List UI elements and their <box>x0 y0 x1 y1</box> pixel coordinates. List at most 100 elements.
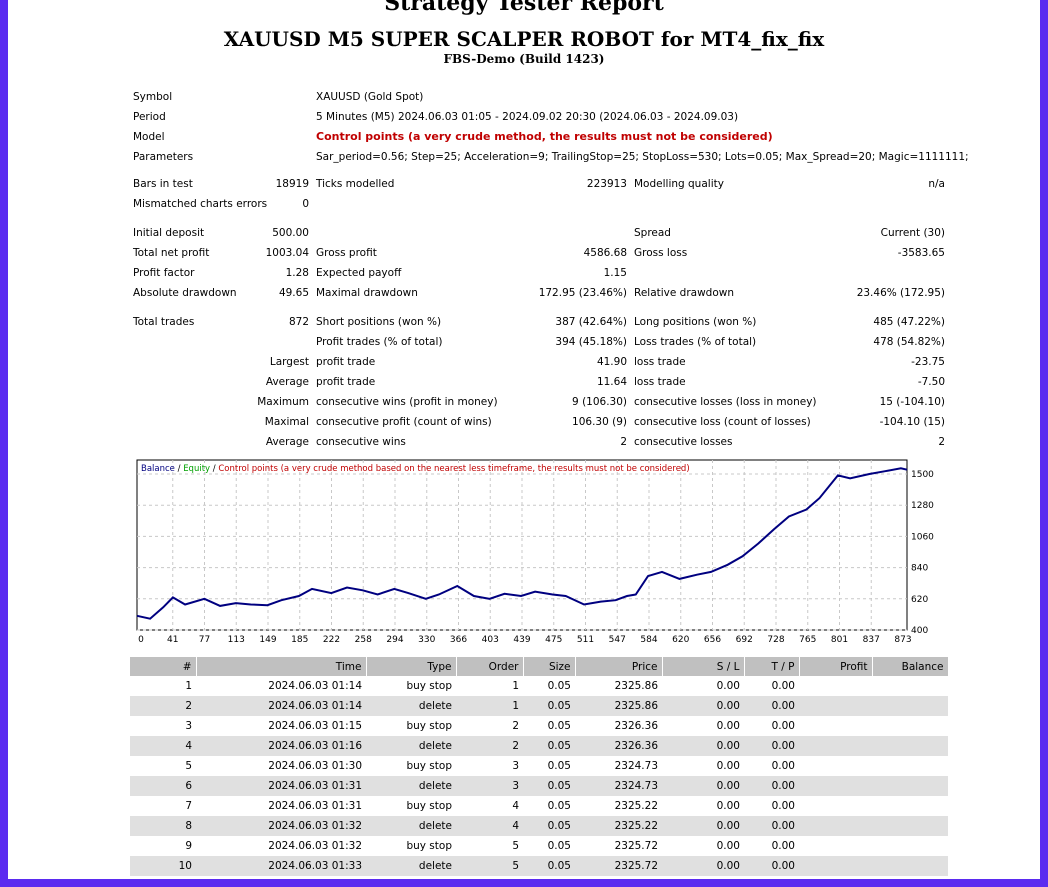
period-value: 5 Minutes (M5) 2024.06.03 01:05 - 2024.0… <box>316 111 739 123</box>
cell-size: 0.05 <box>523 696 575 716</box>
col-header-balance: Balance <box>872 657 949 676</box>
max-cons-wins-value: 9 (106.30) <box>572 396 627 408</box>
cell-number: 6 <box>130 776 196 796</box>
maximal-loss-value: -104.10 (15) <box>879 416 945 428</box>
cell-type: buy stop <box>406 840 452 852</box>
cell-time: 2024.06.03 01:32 <box>268 840 362 852</box>
cell-profit <box>799 756 872 776</box>
cell-size: 0.05 <box>523 816 575 836</box>
avg-cons-wins-label: consecutive wins <box>316 436 406 448</box>
cell-sl: 0.00 <box>662 816 744 836</box>
cell-balance <box>872 716 948 736</box>
y-tick-label: 620 <box>911 595 928 605</box>
col-header-profit: Profit <box>799 657 873 676</box>
balance-chart: 0 41 77 113 149 185 222 258 294 330 366 403 439 475 51… <box>136 459 934 645</box>
x-tick-label: 765 <box>799 635 816 645</box>
cell-tp: 0.00 <box>744 816 799 836</box>
table-row: 9 2024.06.03 01:32 buy stop 5 0.05 2325.72 0.0… <box>130 836 948 856</box>
cell-order: 5 <box>512 840 519 852</box>
col-header-size: Size <box>523 657 576 676</box>
cell-size: 0.05 <box>523 856 575 876</box>
deposit-label: Initial deposit <box>133 227 205 239</box>
mismatch-value: 0 <box>302 198 309 210</box>
cell-tp: 0.00 <box>744 696 799 716</box>
parameters-label: Parameters <box>133 151 194 163</box>
profit-factor-value: 1.28 <box>285 267 309 279</box>
avg-cons-losses-value: 2 <box>938 436 945 448</box>
cell-sl: 0.00 <box>716 680 740 692</box>
cell-time: 2024.06.03 01:14 <box>196 696 366 716</box>
cell-profit <box>799 736 872 756</box>
x-tick-label: 258 <box>355 635 372 645</box>
short-label: Short positions (won %) <box>316 316 442 328</box>
long-label: Long positions (won %) <box>634 316 757 328</box>
cell-price: 2325.86 <box>575 696 662 716</box>
gross-profit-label: Gross profit <box>316 247 377 259</box>
col-header-price: Price <box>575 657 663 676</box>
cell-price: 2324.73 <box>614 760 658 772</box>
cell-type: delete <box>366 696 456 716</box>
cell-order: 4 <box>456 816 523 836</box>
rel-dd-value: 23.46% (172.95) <box>856 287 945 299</box>
max-cons-losses-value: 15 (-104.10) <box>879 396 945 408</box>
cell-time: 2024.06.03 01:33 <box>196 856 366 876</box>
x-tick-label: 77 <box>199 635 210 645</box>
cell-number: 10 <box>130 856 196 876</box>
profit-trades-value: 394 (45.18%) <box>555 336 627 348</box>
table-row: 1 2024.06.03 01:14 buy stop 1 0.05 2325.86 0.0… <box>130 676 948 696</box>
x-tick-label: 366 <box>450 635 467 645</box>
chart-legend: Balance / Equity / Control points (a ver… <box>141 464 690 474</box>
cell-number: 4 <box>130 736 196 756</box>
quality-value: n/a <box>928 178 945 190</box>
mismatch-label: Mismatched charts errors <box>133 198 268 210</box>
cell-profit <box>799 676 872 696</box>
cell-sl: 0.00 <box>716 760 740 772</box>
maximal-loss-label: consecutive loss (count of losses) <box>634 416 811 428</box>
cell-number: 9 <box>185 840 192 852</box>
max-dd-value: 172.95 (23.46%) <box>538 287 627 299</box>
cell-type: delete <box>366 776 456 796</box>
cell-size: 0.05 <box>547 760 571 772</box>
cell-sl: 0.00 <box>662 736 744 756</box>
maximum-label: Maximum <box>257 396 309 408</box>
col-header-tp: T / P <box>744 657 800 676</box>
net-profit-value: 1003.04 <box>265 247 309 259</box>
cell-price: 2325.22 <box>614 800 658 812</box>
y-tick-label: 1060 <box>911 532 934 542</box>
average-loss-label: loss trade <box>634 376 686 388</box>
cell-time: 2024.06.03 01:15 <box>268 720 362 732</box>
max-dd-label: Maximal drawdown <box>316 287 418 299</box>
cell-balance <box>872 816 948 836</box>
cell-balance <box>872 836 948 856</box>
average-label: Average <box>265 376 309 388</box>
ticks-value: 223913 <box>586 178 627 190</box>
col-header-type: Type <box>366 657 457 676</box>
cell-price: 2326.36 <box>575 736 662 756</box>
x-tick-label: 692 <box>736 635 753 645</box>
cell-profit <box>799 856 872 876</box>
x-tick-label: 801 <box>831 635 848 645</box>
average2-label: Average <box>265 436 309 448</box>
col-header-sl: S / L <box>662 657 745 676</box>
cell-price: 2324.73 <box>575 776 662 796</box>
cell-balance <box>872 796 948 816</box>
cell-balance <box>872 736 948 756</box>
cell-number: 5 <box>185 760 192 772</box>
trades-table: # Time Type Order Size Price S / L T / P… <box>130 657 949 876</box>
cell-time: 2024.06.03 01:16 <box>196 736 366 756</box>
spread-label: Spread <box>634 227 671 239</box>
cell-price: 2326.36 <box>614 720 658 732</box>
gross-profit-value: 4586.68 <box>583 247 627 259</box>
cell-size: 0.05 <box>523 736 575 756</box>
cell-order: 1 <box>512 680 519 692</box>
spread-value: Current (30) <box>880 227 945 239</box>
cell-tp: 0.00 <box>771 800 795 812</box>
server-name: FBS-Demo (Build 1423) <box>443 52 605 66</box>
gross-loss-value: -3583.65 <box>897 247 945 259</box>
cell-number: 1 <box>185 680 192 692</box>
average-profit-value: 11.64 <box>596 376 627 388</box>
cell-tp: 0.00 <box>744 856 799 876</box>
cell-type: delete <box>366 856 456 876</box>
x-tick-label: 656 <box>704 635 721 645</box>
legend-sep1: / <box>175 464 183 474</box>
